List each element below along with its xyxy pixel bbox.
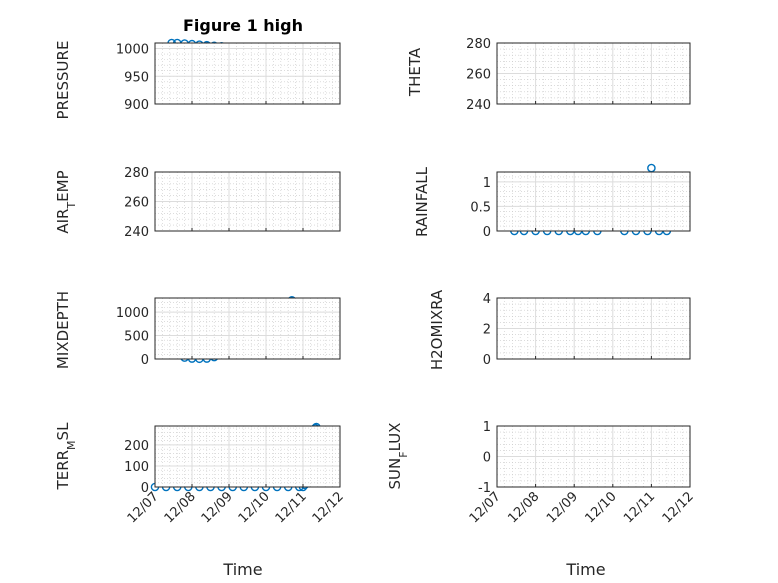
panel-terr-msl: TERRMSL 0 100 200 12/07 12/08 12/09 12/10 12/1… xyxy=(54,422,347,526)
ylabel-pressure: PRESSURE xyxy=(54,41,72,120)
figure-title: Figure 1 high xyxy=(183,16,303,35)
axes-frame-pressure xyxy=(154,42,341,105)
ytick-label: 200 xyxy=(124,439,149,454)
panel-theta: THETA 240 260 280 xyxy=(406,37,691,113)
ylabel-rainfall: RAINFALL xyxy=(413,166,431,237)
data-point xyxy=(647,163,656,173)
ytick-label: 260 xyxy=(124,196,149,211)
yticks-rainfall: 00.51 xyxy=(470,176,500,240)
axes-frame-sun_flux xyxy=(496,425,691,488)
ytick-label: 0 xyxy=(483,451,491,466)
ylabel-sun-flux: SUNFLUX xyxy=(386,423,410,490)
xtick-label: 12/09 xyxy=(544,489,581,526)
xtick-label: 12/08 xyxy=(162,489,199,526)
yticks-theta: 240 260 280 xyxy=(466,37,500,113)
ytick-label: 900 xyxy=(124,98,149,113)
ylabel-mixdepth: MIXDEPTH xyxy=(54,291,72,369)
xtick-label: 12/10 xyxy=(236,489,273,526)
xtick-label: 12/11 xyxy=(621,489,658,526)
ytick-label: 240 xyxy=(124,225,149,240)
plot-area-mixdepth xyxy=(155,298,340,359)
plot-area-pressure xyxy=(155,43,340,104)
ytick-label: 0 xyxy=(141,481,149,496)
ytick-label: 0 xyxy=(483,225,491,240)
ytick-label: 950 xyxy=(124,70,149,85)
xtick-label: 12/09 xyxy=(199,489,236,526)
ytick-label: 0.5 xyxy=(470,200,491,215)
panel-mixdepth: MIXDEPTH 0 500 1000 xyxy=(54,291,341,369)
xtick-label: 12/12 xyxy=(660,489,697,526)
axes-frame-terr_msl xyxy=(154,425,341,488)
panel-rainfall: RAINFALL 00.51 xyxy=(413,163,691,240)
xtick-label: 12/10 xyxy=(583,489,620,526)
xlabel-left: Time xyxy=(222,560,262,579)
ytick-label: -1 xyxy=(478,481,491,496)
axes-frame-air_temp xyxy=(154,171,341,232)
panel-sun-flux: SUNFLUX -1 0 1 12/07 12/08 12/09 12/10 12/11 12… xyxy=(386,420,697,526)
ytick-label: 260 xyxy=(466,68,491,83)
ytick-label: 4 xyxy=(483,292,491,307)
plot-area-terr_msl xyxy=(155,426,340,487)
ytick-label: 280 xyxy=(466,37,491,52)
xlabel-right: Time xyxy=(565,560,605,579)
yticks-mixdepth: 0 500 1000 xyxy=(116,306,158,368)
ylabel-h2omixra: H2OMIXRA xyxy=(428,289,446,370)
axes-frame-h2omixra xyxy=(496,297,691,360)
axes-frame-rainfall xyxy=(496,171,691,232)
ytick-label: 1000 xyxy=(116,43,149,58)
xticks-terr-msl: 12/07 12/08 12/09 12/10 12/11 12/12 xyxy=(125,489,347,526)
yticks-pressure: 900 950 1000 xyxy=(116,43,158,113)
xticks-sun-flux: 12/07 12/08 12/09 12/10 12/11 12/12 xyxy=(467,489,697,526)
panel-air-temp: AIRTEMP 240 260 280 xyxy=(54,166,341,240)
yticks-terr-msl: 0 100 200 xyxy=(124,439,158,496)
axes-frame-theta xyxy=(496,42,691,105)
xtick-label: 12/11 xyxy=(273,489,310,526)
yticks-air-temp: 240 260 280 xyxy=(124,166,158,240)
ytick-label: 1000 xyxy=(116,306,149,321)
axes-frame-mixdepth xyxy=(154,297,341,360)
xtick-label: 12/12 xyxy=(310,489,347,526)
panel-pressure: PRESSURE 900 950 1000 xyxy=(54,38,341,120)
ylabel-air-temp: AIRTEMP xyxy=(54,170,78,233)
panel-h2omixra: H2OMIXRA 0 2 4 xyxy=(428,289,691,370)
xtick-label: 12/08 xyxy=(505,489,542,526)
ytick-label: 240 xyxy=(466,98,491,113)
ytick-label: 1 xyxy=(483,176,491,191)
ylabel-theta: THETA xyxy=(406,47,424,97)
ytick-label: 1 xyxy=(483,420,491,435)
ytick-label: 100 xyxy=(124,460,149,475)
ytick-label: 280 xyxy=(124,166,149,181)
ylabel-terr-msl: TERRMSL xyxy=(54,422,78,491)
ytick-label: 500 xyxy=(124,330,149,345)
ytick-label: 0 xyxy=(141,353,149,368)
ytick-label: 2 xyxy=(483,323,491,338)
ytick-label: 0 xyxy=(483,353,491,368)
